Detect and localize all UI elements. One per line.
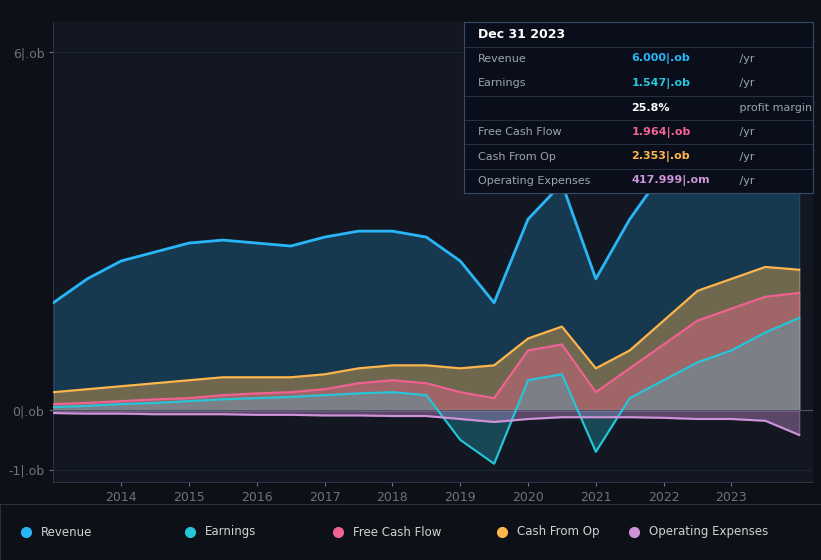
Text: /yr: /yr <box>736 152 754 162</box>
Text: 25.8%: 25.8% <box>631 103 670 113</box>
Text: Earnings: Earnings <box>478 78 526 88</box>
Text: Cash From Op: Cash From Op <box>478 152 556 162</box>
Text: Free Cash Flow: Free Cash Flow <box>353 525 442 539</box>
Text: Earnings: Earnings <box>205 525 257 539</box>
Text: Revenue: Revenue <box>478 54 526 64</box>
Text: 1.964|.ob: 1.964|.ob <box>631 127 690 138</box>
Text: Free Cash Flow: Free Cash Flow <box>478 127 562 137</box>
Text: /yr: /yr <box>736 78 754 88</box>
Text: Operating Expenses: Operating Expenses <box>478 176 590 186</box>
Text: 1.547|.ob: 1.547|.ob <box>631 78 690 89</box>
Text: 417.999|.om: 417.999|.om <box>631 175 710 186</box>
Text: 6.000|.ob: 6.000|.ob <box>631 54 690 64</box>
Text: /yr: /yr <box>736 54 754 64</box>
Text: profit margin: profit margin <box>736 103 812 113</box>
Text: /yr: /yr <box>736 127 754 137</box>
Text: Dec 31 2023: Dec 31 2023 <box>478 28 565 41</box>
Text: Operating Expenses: Operating Expenses <box>649 525 768 539</box>
Text: Cash From Op: Cash From Op <box>517 525 599 539</box>
Text: 2.353|.ob: 2.353|.ob <box>631 151 690 162</box>
Text: /yr: /yr <box>736 176 754 186</box>
Text: Revenue: Revenue <box>41 525 93 539</box>
